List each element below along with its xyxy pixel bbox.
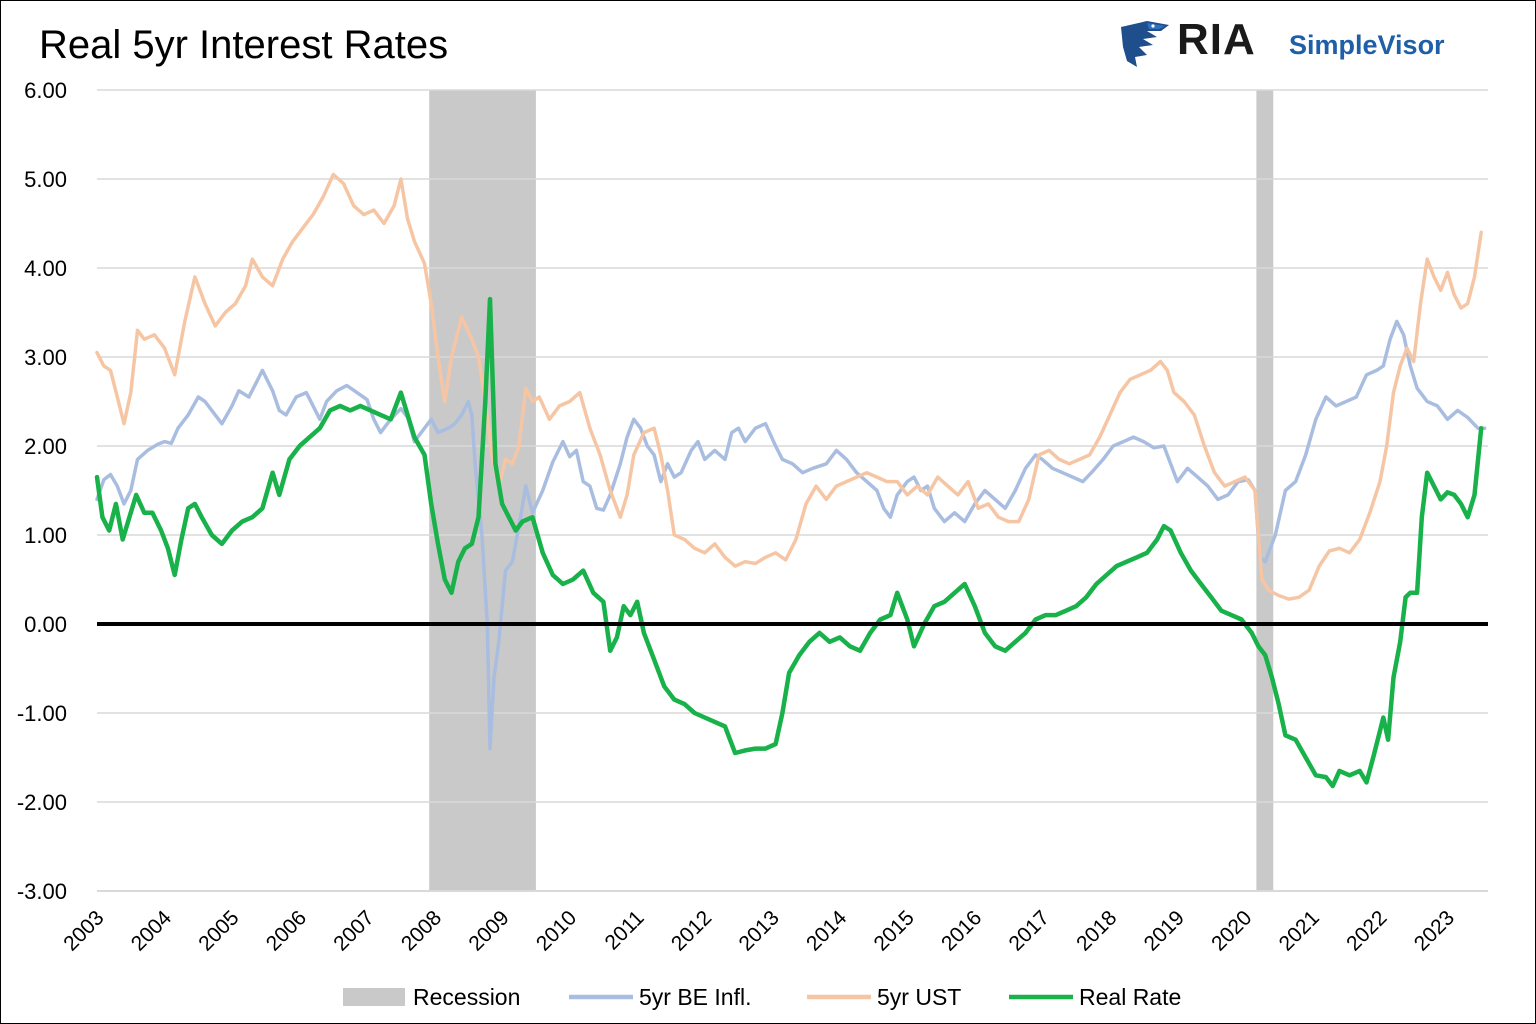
x-tick-label: 2004	[127, 906, 177, 956]
legend-real-rate-label: Real Rate	[1079, 984, 1181, 1010]
legend-recession-swatch	[343, 988, 405, 1006]
x-tick-label: 2008	[397, 906, 446, 955]
y-tick-label: 5.00	[24, 167, 67, 192]
x-tick-label: 2016	[937, 906, 986, 955]
legend-ust: 5yr UST	[807, 984, 961, 1010]
x-tick-label: 2009	[464, 906, 513, 955]
x-tick-label: 2006	[262, 906, 311, 955]
y-tick-label: -3.00	[17, 879, 67, 904]
y-tick-label: -1.00	[17, 701, 67, 726]
x-tick-label: 2007	[329, 906, 378, 955]
y-tick-label: 0.00	[24, 612, 67, 637]
x-tick-label: 2019	[1140, 906, 1189, 955]
y-tick-label: 6.00	[24, 78, 67, 103]
y-tick-label: 2.00	[24, 434, 67, 459]
y-tick-label: 4.00	[24, 256, 67, 281]
x-tick-label: 2022	[1342, 906, 1391, 955]
recession-band-1	[429, 90, 536, 891]
chart-plot: 6.00 5.00 4.00 3.00 2.00 1.00 0.00 -1.00 -2.00 -3…	[1, 1, 1535, 1023]
x-tick-label: 2014	[802, 906, 852, 956]
legend-be-infl: 5yr BE Infl.	[569, 984, 751, 1010]
x-tick-label: 2012	[667, 906, 716, 955]
x-tick-label: 2013	[734, 906, 783, 955]
x-tick-label: 2023	[1410, 906, 1459, 955]
legend-recession-label: Recession	[413, 984, 520, 1010]
x-tick-label: 2017	[1005, 906, 1054, 955]
x-tick-label: 2011	[601, 906, 649, 954]
recession-band-2	[1256, 90, 1273, 891]
y-tick-label: -2.00	[17, 790, 67, 815]
x-tick-label: 2018	[1072, 906, 1121, 955]
y-tick-label: 1.00	[24, 523, 67, 548]
y-tick-label: 3.00	[24, 345, 67, 370]
x-tick-label: 2015	[870, 906, 919, 955]
x-tick-label: 2010	[532, 906, 581, 955]
x-tick-label: 2020	[1207, 906, 1256, 955]
legend-ust-label: 5yr UST	[877, 984, 961, 1010]
x-tick-label: 2003	[59, 906, 108, 955]
x-tick-label: 2021	[1275, 906, 1324, 955]
x-tick-label: 2005	[194, 906, 243, 955]
chart-frame: Real 5yr Interest Rates RIA SimpleVisor …	[0, 0, 1536, 1024]
legend-recession: Recession	[343, 984, 520, 1010]
legend-real-rate: Real Rate	[1009, 984, 1181, 1010]
legend-be-infl-label: 5yr BE Infl.	[639, 984, 751, 1010]
